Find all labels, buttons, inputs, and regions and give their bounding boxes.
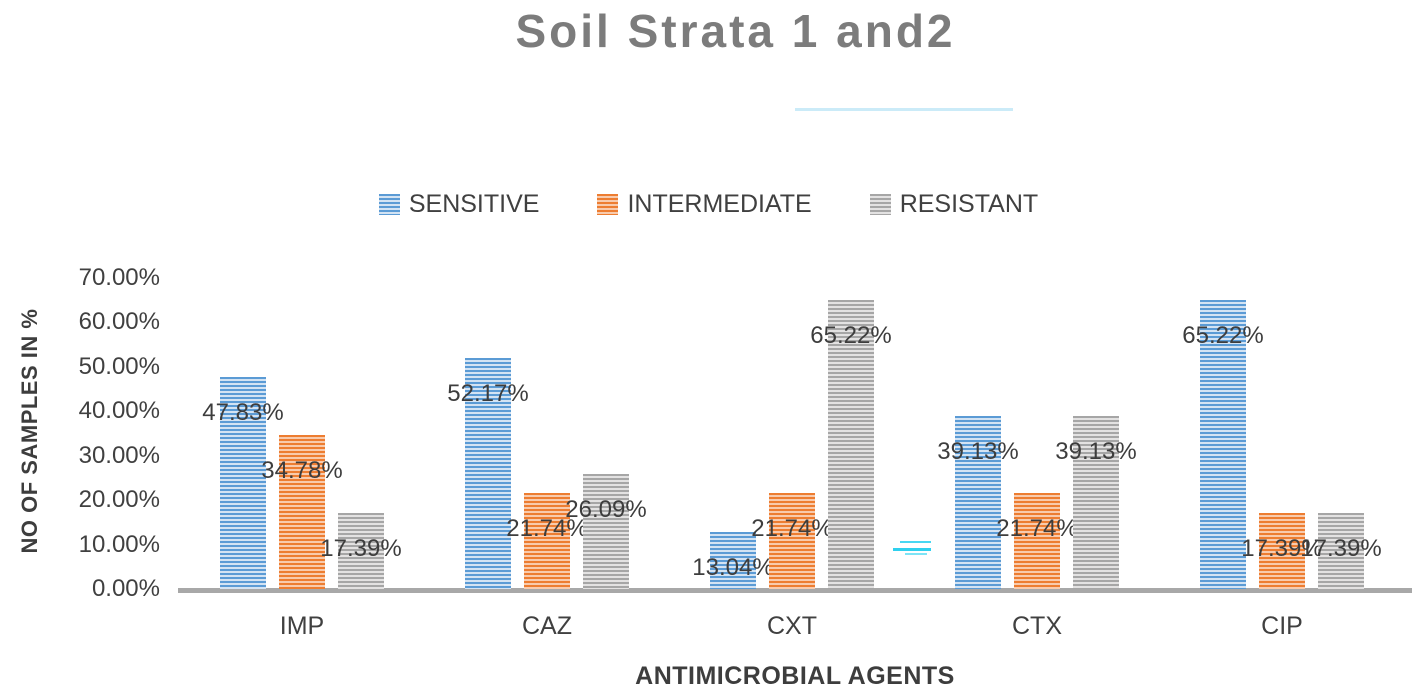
legend-swatch-sensitive-icon — [378, 194, 400, 215]
bar-intermediate-ctx — [1014, 493, 1060, 589]
category-label-caz: CAZ — [522, 612, 572, 640]
legend-swatch-resistant-icon — [869, 194, 891, 215]
bar-intermediate-imp — [279, 435, 325, 589]
bar-resistant-caz — [583, 473, 629, 589]
legend-item-intermediate: INTERMEDIATE — [597, 190, 812, 219]
scan-artifact — [893, 548, 931, 551]
bar-sensitive-cxt — [710, 531, 756, 589]
legend-label: INTERMEDIATE — [627, 190, 812, 218]
data-label: 17.39% — [1300, 534, 1382, 562]
data-label: 39.13% — [937, 437, 1019, 465]
x-axis-title: ANTIMICROBIAL AGENTS — [635, 662, 955, 690]
data-label: 17.39% — [1241, 534, 1323, 562]
legend-label: RESISTANT — [899, 190, 1039, 218]
bar-intermediate-cxt — [769, 493, 815, 589]
data-label: 65.22% — [810, 321, 892, 349]
data-label: 17.39% — [320, 534, 402, 562]
data-label: 26.09% — [565, 495, 647, 523]
data-label: 39.13% — [1055, 437, 1137, 465]
bar-resistant-imp — [338, 512, 384, 589]
bar-sensitive-cip — [1200, 299, 1246, 589]
scan-artifact — [905, 553, 927, 555]
y-tick-label: 50.00% — [78, 352, 160, 380]
legend: SENSITIVE INTERMEDIATE RESISTANT — [0, 190, 1417, 219]
x-axis-line — [178, 588, 1412, 593]
legend-swatch-intermediate-icon — [597, 194, 619, 215]
data-label: 47.83% — [202, 399, 284, 427]
chart-title: Soil Strata 1 and2 — [515, 5, 956, 57]
data-label: 21.74% — [506, 515, 588, 543]
bar-sensitive-ctx — [955, 415, 1001, 589]
y-tick-label: 70.00% — [78, 263, 160, 291]
y-tick-label: 10.00% — [78, 530, 160, 558]
bar-resistant-cip — [1318, 512, 1364, 589]
category-label-cxt: CXT — [767, 612, 817, 640]
data-label: 65.22% — [1182, 321, 1264, 349]
category-label-cip: CIP — [1261, 612, 1303, 640]
scan-artifact — [795, 108, 1013, 111]
data-label: 21.74% — [996, 515, 1078, 543]
y-tick-label: 30.00% — [78, 441, 160, 469]
data-label: 13.04% — [692, 553, 774, 581]
scan-artifact — [900, 541, 931, 543]
category-label-imp: IMP — [279, 612, 325, 640]
legend-label: SENSITIVE — [408, 190, 540, 218]
bar-resistant-cxt — [828, 299, 874, 589]
data-label: 21.74% — [751, 515, 833, 543]
bar-resistant-ctx — [1073, 415, 1119, 589]
y-tick-label: 0.00% — [91, 575, 160, 602]
legend-item-resistant: RESISTANT — [869, 190, 1039, 219]
bar-sensitive-caz — [465, 357, 511, 589]
legend-item-sensitive: SENSITIVE — [378, 190, 540, 219]
bar-intermediate-caz — [524, 493, 570, 589]
data-label: 34.78% — [261, 457, 343, 485]
bar-sensitive-imp — [220, 377, 266, 589]
category-label-ctx: CTX — [1012, 612, 1062, 640]
y-tick-label: 60.00% — [78, 308, 160, 335]
y-tick-label: 20.00% — [78, 486, 160, 513]
data-label: 52.17% — [447, 379, 529, 407]
y-tick-label: 40.00% — [78, 397, 160, 424]
bar-intermediate-cip — [1259, 512, 1305, 589]
